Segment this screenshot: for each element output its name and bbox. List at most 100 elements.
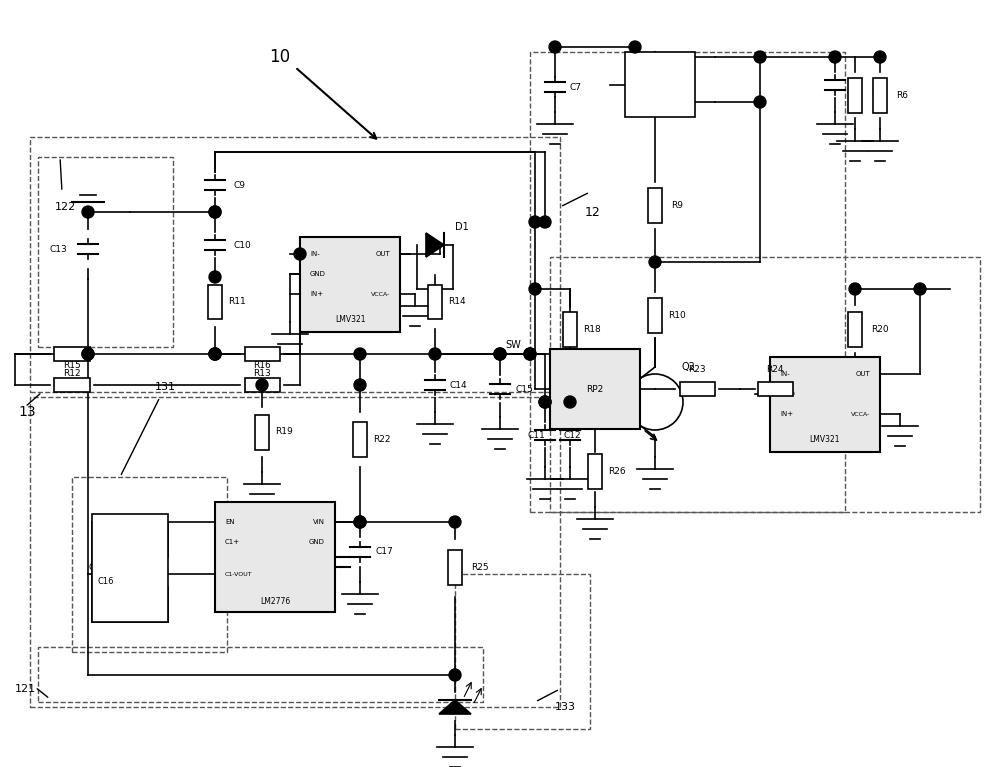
Text: R14: R14 bbox=[448, 298, 466, 307]
Text: EN: EN bbox=[225, 519, 235, 525]
Circle shape bbox=[849, 283, 861, 295]
Circle shape bbox=[354, 348, 366, 360]
Circle shape bbox=[829, 51, 841, 63]
Circle shape bbox=[209, 348, 221, 360]
Text: C15: C15 bbox=[515, 384, 533, 393]
Text: R22: R22 bbox=[373, 434, 391, 443]
Bar bbox=[770, 357, 880, 452]
Circle shape bbox=[629, 41, 641, 53]
Text: LMV321: LMV321 bbox=[810, 436, 840, 445]
Circle shape bbox=[754, 96, 766, 108]
Text: 10: 10 bbox=[269, 48, 291, 66]
Circle shape bbox=[564, 396, 576, 408]
Circle shape bbox=[354, 516, 366, 528]
Circle shape bbox=[524, 348, 536, 360]
Circle shape bbox=[209, 271, 221, 283]
Text: LM2776: LM2776 bbox=[260, 597, 290, 607]
Circle shape bbox=[209, 206, 221, 218]
Circle shape bbox=[754, 51, 766, 63]
Circle shape bbox=[429, 348, 441, 360]
Circle shape bbox=[82, 348, 94, 360]
Circle shape bbox=[449, 516, 461, 528]
Circle shape bbox=[354, 379, 366, 391]
Text: 133: 133 bbox=[555, 702, 576, 712]
Circle shape bbox=[539, 396, 551, 408]
Text: R12: R12 bbox=[63, 370, 81, 378]
Text: C14: C14 bbox=[450, 380, 468, 390]
Text: Q2: Q2 bbox=[682, 362, 696, 372]
Bar bbox=[588, 455, 602, 489]
Bar bbox=[625, 52, 695, 117]
Text: C9: C9 bbox=[233, 180, 245, 189]
Circle shape bbox=[914, 283, 926, 295]
Circle shape bbox=[82, 206, 94, 218]
Circle shape bbox=[294, 248, 306, 260]
Text: C8: C8 bbox=[850, 81, 862, 90]
Bar bbox=[215, 502, 335, 612]
Bar bbox=[873, 77, 887, 113]
Text: R20: R20 bbox=[871, 324, 889, 334]
Text: IN+: IN+ bbox=[780, 411, 793, 417]
Circle shape bbox=[529, 216, 541, 228]
Text: R10: R10 bbox=[668, 311, 686, 320]
Text: VIN: VIN bbox=[313, 519, 325, 525]
Text: C1-VOUT: C1-VOUT bbox=[225, 571, 253, 577]
Circle shape bbox=[539, 216, 551, 228]
Text: Q1: Q1 bbox=[680, 52, 694, 62]
Bar bbox=[648, 187, 662, 222]
Bar bbox=[848, 311, 862, 347]
Circle shape bbox=[82, 348, 94, 360]
Text: R23: R23 bbox=[688, 364, 706, 374]
Bar bbox=[300, 237, 400, 332]
Text: R9: R9 bbox=[671, 200, 683, 209]
Bar bbox=[54, 347, 90, 361]
Text: C12: C12 bbox=[563, 430, 581, 439]
Circle shape bbox=[529, 283, 541, 295]
Text: C7: C7 bbox=[570, 83, 582, 91]
Polygon shape bbox=[439, 700, 471, 714]
Bar bbox=[428, 285, 442, 320]
Circle shape bbox=[539, 396, 551, 408]
Text: R24: R24 bbox=[766, 364, 784, 374]
Circle shape bbox=[494, 348, 506, 360]
Circle shape bbox=[354, 516, 366, 528]
Circle shape bbox=[874, 51, 886, 63]
Text: C16: C16 bbox=[98, 578, 114, 587]
Bar bbox=[208, 285, 222, 320]
Text: R11: R11 bbox=[228, 298, 246, 307]
Circle shape bbox=[449, 669, 461, 681]
Text: R6: R6 bbox=[896, 91, 908, 100]
Text: IN-: IN- bbox=[310, 251, 320, 257]
Text: D1: D1 bbox=[455, 222, 469, 232]
Text: OUT: OUT bbox=[855, 371, 870, 377]
Text: 14: 14 bbox=[772, 410, 790, 424]
Text: 121: 121 bbox=[15, 684, 36, 694]
Bar bbox=[92, 514, 168, 622]
Bar bbox=[353, 422, 367, 456]
Text: OUT: OUT bbox=[375, 251, 390, 257]
Text: IN-: IN- bbox=[780, 371, 790, 377]
Text: SW: SW bbox=[505, 340, 521, 350]
Circle shape bbox=[627, 374, 683, 430]
Polygon shape bbox=[426, 233, 444, 257]
Text: VCCA-: VCCA- bbox=[371, 291, 390, 297]
Text: RP2: RP2 bbox=[586, 384, 604, 393]
Text: GND: GND bbox=[309, 539, 325, 545]
Text: R19: R19 bbox=[275, 427, 293, 436]
Circle shape bbox=[549, 41, 561, 53]
Text: 131: 131 bbox=[155, 382, 176, 392]
Text: 122: 122 bbox=[55, 202, 76, 212]
Bar bbox=[848, 77, 862, 113]
Text: R26: R26 bbox=[608, 468, 626, 476]
Bar bbox=[255, 414, 269, 449]
Bar bbox=[550, 349, 640, 429]
Circle shape bbox=[209, 348, 221, 360]
Text: C11: C11 bbox=[528, 430, 546, 439]
Text: 13: 13 bbox=[18, 405, 36, 419]
Text: GND: GND bbox=[310, 271, 326, 277]
Text: C10: C10 bbox=[233, 241, 251, 249]
Bar bbox=[245, 378, 280, 392]
Text: 12: 12 bbox=[585, 206, 601, 219]
Text: GND: GND bbox=[780, 391, 796, 397]
Text: C16: C16 bbox=[88, 562, 106, 571]
